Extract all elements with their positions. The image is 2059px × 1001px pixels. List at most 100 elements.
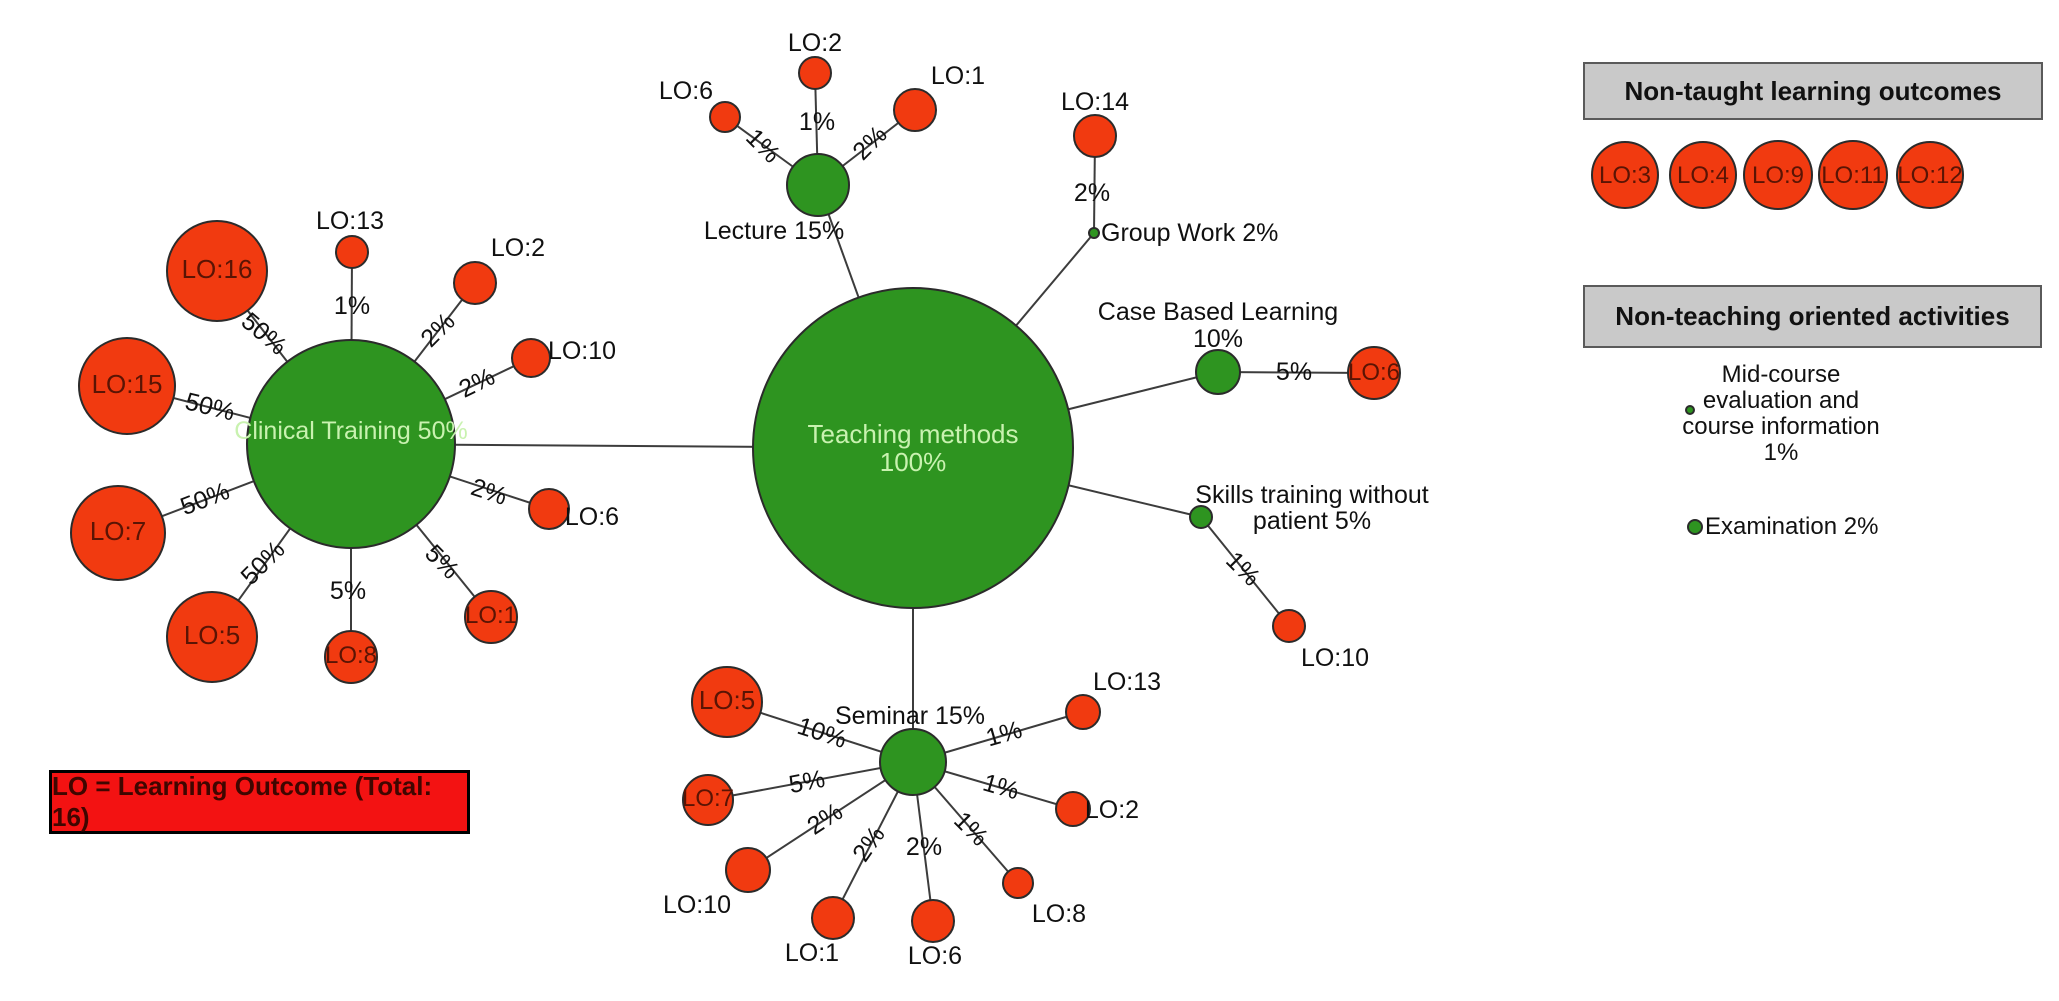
mid-course-line-4: 1% <box>1763 439 1799 466</box>
node-label-clinical-lo13: LO:13 <box>316 207 384 235</box>
node-clinical-lo6 <box>528 488 570 530</box>
node-label-clinical-lo8: LO:8 <box>325 642 377 669</box>
node-label-teaching-methods: Teaching methods 100% <box>807 419 1018 477</box>
node-label-nontaught-lo11: LO:11 <box>1821 162 1885 189</box>
edge-label-clinical-training--clinical-lo6: 2% <box>467 473 510 511</box>
edge-label-seminar--seminar-lo13: 1% <box>983 716 1025 753</box>
node-skills-lo10 <box>1272 609 1306 643</box>
edge-label-clinical-training--clinical-lo16: 50% <box>236 307 292 361</box>
mid-course-evaluation-activity: Mid-course evaluation and course informa… <box>1650 362 1912 466</box>
node-lecture-lo1 <box>893 88 937 132</box>
node-clinical-lo15 <box>78 337 176 435</box>
node-label-skills-lo10: LO:10 <box>1301 644 1369 672</box>
node-label-clinical-lo6: LO:6 <box>565 503 619 531</box>
node-label-seminar-lo10: LO:10 <box>663 891 731 919</box>
node-label-seminar-lo6: LO:6 <box>908 942 962 970</box>
node-midcourse-dot <box>1685 405 1695 415</box>
node-seminar-lo13 <box>1065 694 1101 730</box>
node-label-seminar-lo2: LO:2 <box>1085 796 1139 824</box>
node-label-nontaught-lo9: LO:9 <box>1752 162 1804 189</box>
edge-seminar--seminar-lo7 <box>707 761 914 801</box>
edge-label-seminar--seminar-lo7: 5% <box>787 765 828 799</box>
node-clinical-lo8 <box>324 630 378 684</box>
node-clinical-lo1 <box>464 590 518 644</box>
node-seminar-lo10 <box>725 847 771 893</box>
edge-label-skills-training--skills-lo10: 1% <box>1220 546 1265 591</box>
node-label-clinical-lo5: LO:5 <box>184 620 240 650</box>
node-label-nontaught-lo4: LO:4 <box>1677 162 1729 189</box>
node-label-clinical-lo15: LO:15 <box>92 369 163 399</box>
edge-label-lecture--lecture-lo1: 2% <box>847 120 892 165</box>
edge-label-clinical-training--clinical-lo5: 50% <box>235 535 290 590</box>
mid-course-line-3: course information <box>1682 413 1880 440</box>
node-label-group-work: Group Work 2% <box>1101 219 1278 247</box>
node-clinical-training <box>246 339 456 549</box>
mid-course-line-1: Mid-course <box>1721 361 1841 388</box>
node-examination-dot <box>1687 519 1703 535</box>
edge-label-seminar--seminar-lo2: 1% <box>980 769 1022 806</box>
node-teaching-methods <box>752 287 1074 609</box>
node-label-skills-training: Skills training without patient 5% <box>1195 481 1428 535</box>
non-taught-outcomes-title: Non-taught learning outcomes <box>1624 75 2002 106</box>
node-label-clinical-lo7: LO:7 <box>90 516 146 546</box>
edge-label-lecture--lecture-lo2: 1% <box>799 108 835 136</box>
edge-label-group-work--groupwork-lo14: 2% <box>1074 179 1110 207</box>
examination-activity-label: Examination 2% <box>1705 513 1879 540</box>
node-label-seminar-lo7: LO:7 <box>682 785 734 812</box>
node-groupwork-lo14 <box>1073 114 1117 158</box>
node-label-seminar-lo5: LO:5 <box>699 685 755 715</box>
node-label-lecture-lo1: LO:1 <box>931 62 985 90</box>
node-seminar-lo5 <box>691 666 763 738</box>
node-clinical-lo13 <box>335 235 369 269</box>
node-nontaught-lo11 <box>1818 140 1888 210</box>
node-label-seminar-lo1: LO:1 <box>785 939 839 967</box>
node-label-seminar-lo13: LO:13 <box>1093 668 1161 696</box>
non-teaching-activities-title: Non-teaching oriented activities <box>1615 301 2010 331</box>
node-lecture-lo2 <box>798 56 832 90</box>
node-clinical-lo10 <box>511 338 551 378</box>
node-skills-training <box>1189 505 1213 529</box>
node-label-clinical-lo2: LO:2 <box>491 234 545 262</box>
edge-label-clinical-training--clinical-lo1: 5% <box>419 539 464 584</box>
lo-legend-text: LO = Learning Outcome (Total: 16) <box>52 771 433 832</box>
node-label-nontaught-lo3: LO:3 <box>1599 162 1651 189</box>
edge-label-seminar--seminar-lo1: 2% <box>847 821 891 867</box>
node-seminar <box>879 728 947 796</box>
edge-label-lecture--lecture-lo6: 1% <box>740 123 785 168</box>
node-label-clinical-lo10: LO:10 <box>548 337 616 365</box>
node-lecture <box>786 153 850 217</box>
mid-course-line-2: evaluation and <box>1702 387 1860 414</box>
edge-label-clinical-training--clinical-lo13: 1% <box>334 292 370 320</box>
node-label-lecture: Lecture 15% <box>704 217 844 245</box>
node-nontaught-lo9 <box>1743 140 1813 210</box>
node-clinical-lo5 <box>166 591 258 683</box>
node-seminar-lo7 <box>682 774 734 826</box>
node-seminar-lo1 <box>811 896 855 940</box>
node-label-case-based-learning: Case Based Learning 10% <box>1098 298 1338 353</box>
lo-legend-box: LO = Learning Outcome (Total: 16) <box>49 770 470 834</box>
edge-label-seminar--seminar-lo8: 1% <box>948 806 993 851</box>
node-label-nontaught-lo12: LO:12 <box>1897 162 1962 189</box>
node-nontaught-lo4 <box>1669 141 1737 209</box>
node-layer <box>70 56 1964 943</box>
node-case-based-learning <box>1195 349 1241 395</box>
node-clinical-lo7 <box>70 485 166 581</box>
node-label-casebased-lo6: LO:6 <box>1348 359 1400 386</box>
edge-label-clinical-training--clinical-lo15: 50% <box>182 387 237 426</box>
node-label-clinical-lo16: LO:16 <box>182 254 253 284</box>
node-label-lecture-lo6: LO:6 <box>659 77 713 105</box>
node-label-seminar-lo8: LO:8 <box>1032 900 1086 928</box>
edge-skills-training--skills-lo10 <box>1200 516 1290 627</box>
node-lecture-lo6 <box>709 101 741 133</box>
edge-label-seminar--seminar-lo10: 2% <box>802 797 848 840</box>
edge-label-clinical-training--clinical-lo8: 5% <box>330 577 366 605</box>
node-label-lecture-lo2: LO:2 <box>788 29 842 57</box>
node-nontaught-lo3 <box>1591 141 1659 209</box>
node-label-clinical-lo1: LO:1 <box>465 602 517 629</box>
edge-label-clinical-training--clinical-lo2: 2% <box>415 307 460 352</box>
node-group-work <box>1088 227 1100 239</box>
node-casebased-lo6 <box>1347 346 1401 400</box>
node-clinical-lo16 <box>166 220 268 322</box>
